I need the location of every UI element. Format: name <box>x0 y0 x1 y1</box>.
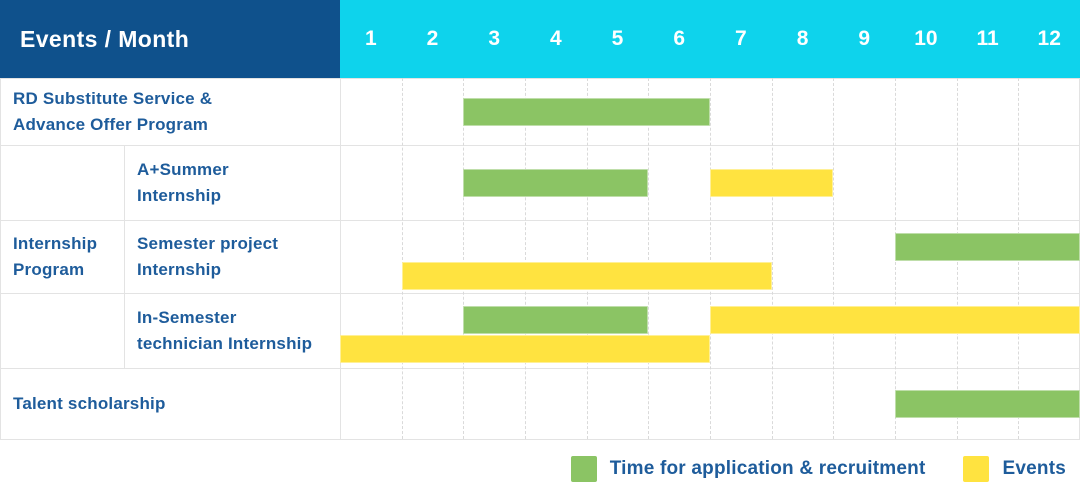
month-gridline <box>463 78 465 439</box>
row-separator <box>0 220 1080 221</box>
gantt-table: Events / Month 1 2 3 4 5 6 7 8 9 10 11 12 RD Substi… <box>0 0 1080 440</box>
gantt-bar-green <box>463 97 710 126</box>
month-cell-6: 6 <box>673 27 686 50</box>
month-gridline <box>648 78 650 439</box>
gantt-bar-yellow <box>401 262 772 290</box>
legend-item-events: Events <box>963 456 1066 482</box>
row-label: RD Substitute Service & Advance Offer Pro… <box>0 78 340 145</box>
legend-swatch-green <box>570 456 597 482</box>
row-label: In-Semester technician Internship <box>124 293 340 368</box>
gantt-bar-yellow <box>710 306 1080 334</box>
month-gridline <box>771 78 773 439</box>
group-label-line: Internship <box>13 233 98 253</box>
row-separator <box>0 145 1080 146</box>
row-label-line: RD Substitute Service & <box>13 88 213 108</box>
row-label-line: Internship <box>137 259 222 279</box>
gantt-bar-green <box>463 168 649 197</box>
group-sublabel-separator <box>124 145 125 368</box>
chart-row <box>340 220 1080 293</box>
legend-item-time_for_application: Time for application & recruitment <box>570 456 926 482</box>
row-label: Semester project Internship <box>124 220 340 293</box>
page-title: Events / Month <box>20 25 190 52</box>
month-cell-3: 3 <box>488 27 501 50</box>
group-label-line: Program <box>13 259 85 279</box>
row-separator <box>0 368 1080 369</box>
gantt-bar-green <box>463 306 649 334</box>
row-separator <box>0 78 1080 79</box>
month-cell-7: 7 <box>735 27 747 50</box>
month-cell-4: 4 <box>550 27 562 50</box>
row-separator <box>0 293 1080 294</box>
gantt-bar-green <box>895 233 1080 261</box>
chart-row <box>340 368 1080 440</box>
group-label-internship-program: Internship Program <box>0 145 124 368</box>
row-label-line: Semester project <box>137 233 279 253</box>
header-title-cell: Events / Month <box>0 0 340 78</box>
month-cell-8: 8 <box>796 27 809 50</box>
month-cell-9: 9 <box>858 27 871 50</box>
month-gridline <box>833 78 835 439</box>
month-cell-10: 10 <box>914 27 938 50</box>
labels-grid-separator <box>340 78 341 440</box>
chart-row <box>340 145 1080 220</box>
row-label-line: Advance Offer Program <box>13 114 209 134</box>
row-label: A+Summer Internship <box>124 145 340 220</box>
chart-row <box>340 293 1080 368</box>
month-header-row: 1 2 3 4 5 6 7 8 9 10 11 12 <box>340 0 1080 78</box>
row-label-line: technician Internship <box>137 333 313 353</box>
month-cell-2: 2 <box>426 27 439 50</box>
month-cell-1: 1 <box>364 27 377 50</box>
legend-swatch-yellow <box>963 456 990 482</box>
chart-row <box>340 78 1080 145</box>
gantt-bar-green <box>895 390 1080 418</box>
legend-label: Events <box>1002 458 1066 479</box>
month-gridline <box>525 78 526 439</box>
month-gridline <box>586 78 588 439</box>
month-gridline <box>401 78 403 439</box>
row-label: Talent scholarship <box>0 368 340 440</box>
legend: Time for application & recruitment Events <box>570 451 1066 487</box>
row-label-line: Talent scholarship <box>13 394 166 413</box>
gantt-bar-yellow <box>340 335 710 363</box>
row-label-line: Internship <box>137 185 222 205</box>
row-label-line: In-Semester <box>137 307 237 327</box>
month-cell-12: 12 <box>1037 27 1061 50</box>
month-cell-11: 11 <box>976 27 999 50</box>
month-cell-5: 5 <box>611 27 624 50</box>
gantt-bar-yellow <box>710 168 834 197</box>
legend-label: Time for application & recruitment <box>609 458 926 479</box>
row-label-line: A+Summer <box>137 159 229 179</box>
month-gridline <box>710 78 711 439</box>
